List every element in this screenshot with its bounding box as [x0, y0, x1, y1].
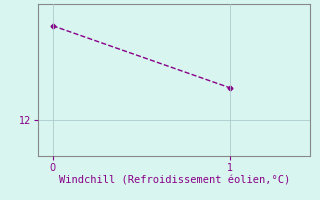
X-axis label: Windchill (Refroidissement éolien,°C): Windchill (Refroidissement éolien,°C): [59, 176, 290, 186]
